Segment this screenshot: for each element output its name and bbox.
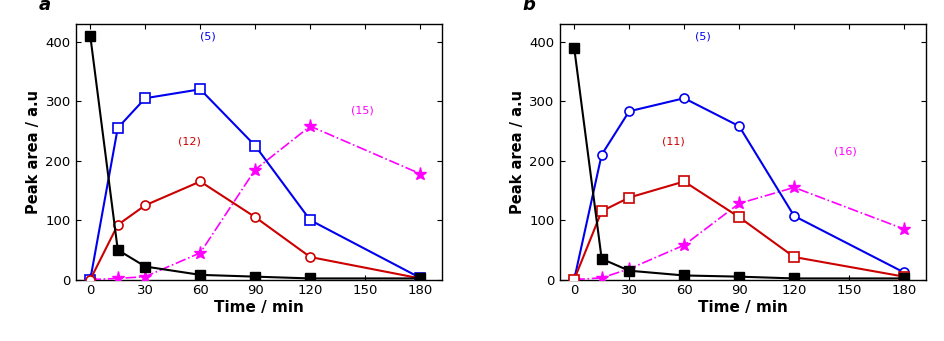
Text: (5): (5) [695,32,710,42]
X-axis label: Time / min: Time / min [697,300,787,315]
X-axis label: Time / min: Time / min [213,300,304,315]
Text: (5): (5) [200,32,216,42]
Text: (15): (15) [350,106,373,116]
Y-axis label: Peak area / a.u: Peak area / a.u [510,90,525,214]
Text: (16): (16) [834,147,856,157]
Text: a: a [39,0,51,14]
Text: (12): (12) [178,136,201,146]
Text: b: b [522,0,535,14]
Y-axis label: Peak area / a.u: Peak area / a.u [26,90,42,214]
Text: (11): (11) [662,136,684,146]
